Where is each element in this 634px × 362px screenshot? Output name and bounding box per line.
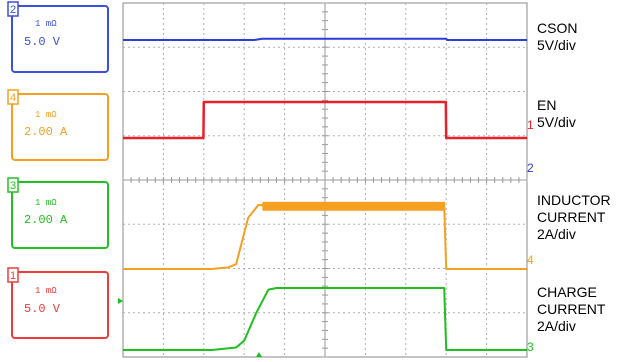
channel-box-4: 4 1 mΩ 2.00 A: [7, 89, 109, 161]
label-line: 2A/div: [537, 318, 576, 334]
en-ref-marker: 1: [527, 118, 534, 132]
label-en: EN 5V/div: [537, 97, 576, 131]
label-line: 5V/div: [537, 114, 576, 130]
label-line: EN: [537, 97, 557, 113]
label-line: INDUCTOR: [537, 192, 611, 208]
channel-box-value: 2.00 A: [24, 125, 68, 139]
channel-box-scale: 1 mΩ: [35, 286, 57, 296]
plot-area: [122, 2, 528, 358]
trigger-level-marker: [118, 298, 123, 304]
traces: [123, 37, 527, 351]
channel-box-2: 2 1 mΩ 5.0 V: [7, 1, 109, 73]
channel-box-3: 3 1 mΩ 2.00 A: [7, 177, 109, 249]
label-charge-current: CHARGE CURRENT 2A/div: [537, 284, 605, 335]
label-line: CURRENT: [537, 209, 606, 225]
cson-ref-marker: 2: [527, 161, 534, 175]
trace-channel-1: [123, 287, 527, 351]
label-line: CURRENT: [537, 301, 606, 317]
label-line: 5V/div: [537, 37, 576, 53]
label-line: 2A/div: [537, 226, 576, 242]
channel-box-value: 5.0 V: [24, 35, 61, 49]
channel-box-number: 4: [10, 92, 16, 104]
trace-channel-3: [123, 204, 527, 270]
label-line: CHARGE: [537, 284, 597, 300]
trace-channel-2: [123, 37, 527, 41]
channel-box-scale: 1 mΩ: [35, 110, 57, 120]
charge-ref-marker: 3: [527, 340, 534, 354]
inductor-ref-marker: 4: [527, 253, 534, 267]
label-cson: CSON 5V/div: [537, 20, 577, 54]
channel-box-value: 5.0 V: [24, 302, 61, 316]
channel-box-number: 2: [10, 4, 16, 16]
channel-box-number: 3: [10, 180, 16, 192]
label-line: CSON: [537, 20, 578, 36]
trace-channel-4: [123, 100, 527, 140]
label-inductor-current: INDUCTOR CURRENT 2A/div: [537, 192, 611, 243]
channel-box-scale: 1 mΩ: [35, 19, 57, 29]
trigger-position-marker: [256, 352, 262, 357]
inductor-ripple-band: [262, 201, 445, 211]
channel-box-scale: 1 mΩ: [35, 198, 57, 208]
channel-box-value: 2.00 A: [24, 213, 68, 227]
channel-box-1: 1 1 mΩ 5.0 V: [7, 267, 109, 339]
channel-box-number: 1: [10, 270, 16, 282]
